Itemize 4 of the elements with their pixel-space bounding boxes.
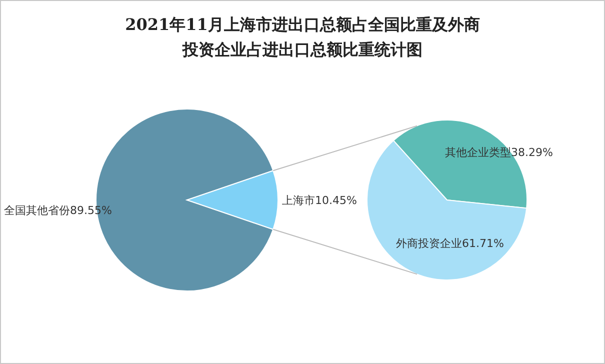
slice-label: 上海市10.45% bbox=[282, 194, 357, 207]
slice-label: 外商投资企业61.71% bbox=[396, 237, 504, 250]
chart-title: 2021年11月上海市进出口总额占全国比重及外商投资企业占进出口总额比重统计图 bbox=[125, 15, 480, 59]
slice-label: 其他企业类型38.29% bbox=[445, 146, 553, 159]
